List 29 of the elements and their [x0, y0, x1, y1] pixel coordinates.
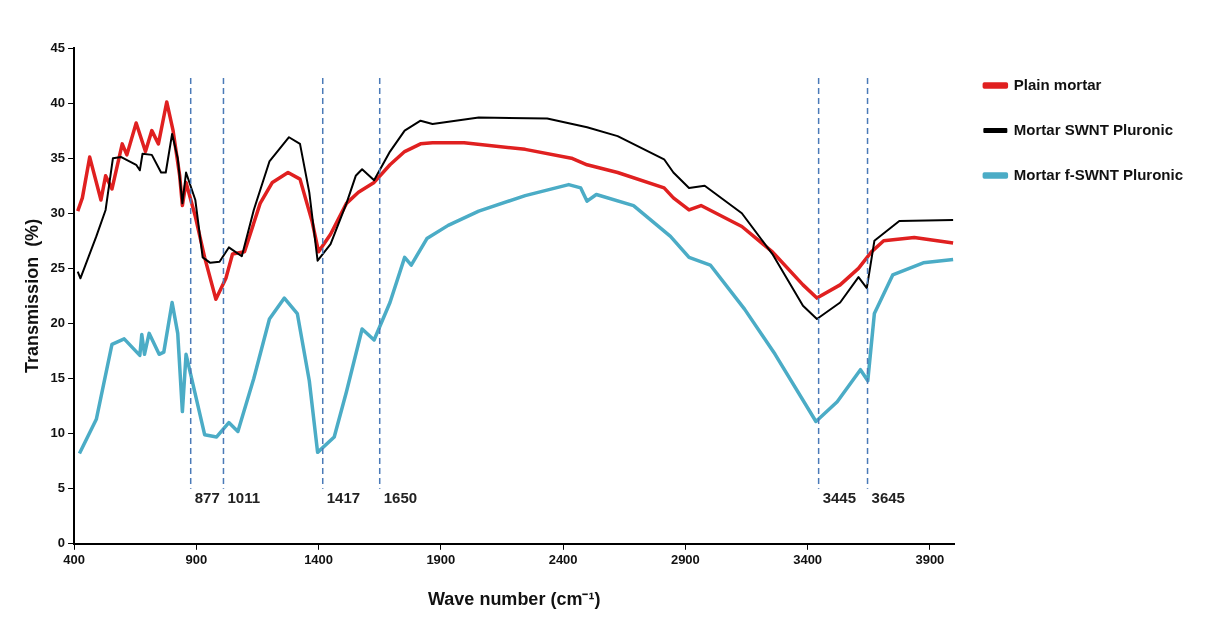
ref-line-label: 1417: [326, 488, 361, 506]
x-tick-label: 3900: [915, 552, 945, 568]
y-tick-label: 20: [50, 315, 66, 331]
y-tick-label: 5: [57, 480, 66, 496]
y-tick-label: 45: [50, 39, 66, 55]
x-tick-label: 900: [185, 552, 208, 568]
x-tick-label: 2900: [670, 552, 700, 568]
y-tick-label: 10: [50, 425, 66, 441]
ref-line-label: 3645: [871, 488, 905, 506]
y-tick-label: 40: [50, 94, 66, 110]
y-tick-label: 15: [50, 370, 66, 386]
ref-line-label: 1011: [227, 488, 261, 506]
x-tick-label: 1900: [426, 552, 456, 568]
ref-line-label: 1650: [383, 488, 418, 506]
y-axis-title: Transmission (%): [21, 218, 42, 373]
y-tick-label: 25: [50, 259, 66, 275]
legend-label: Plain mortar: [1013, 75, 1102, 93]
legend-label: Mortar SWNT Pluronic: [1013, 120, 1174, 138]
x-tick-label: 1400: [304, 552, 334, 568]
legend-label: Mortar f-SWNT Pluronic: [1013, 165, 1184, 183]
x-tick-label: 2400: [548, 552, 578, 568]
ref-line-label: 3445: [822, 488, 857, 506]
x-axis-title: Wave number (cm⁻¹): [428, 589, 601, 610]
y-tick-label: 35: [50, 149, 66, 165]
x-tick-label: 3400: [793, 552, 823, 568]
y-tick-label: 30: [50, 204, 66, 220]
x-tick-label: 400: [63, 552, 85, 568]
y-tick-label: 0: [57, 535, 66, 551]
ref-line-label: 877: [194, 488, 220, 506]
